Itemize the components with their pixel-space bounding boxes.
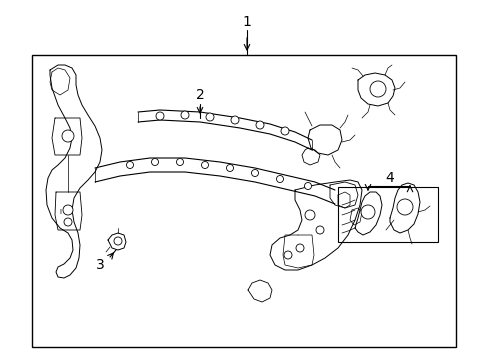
- Text: I: I: [59, 209, 61, 215]
- Text: 4: 4: [385, 171, 393, 185]
- Circle shape: [64, 218, 72, 226]
- Bar: [32, 55, 455, 347]
- Circle shape: [205, 113, 214, 121]
- Bar: [337, 187, 437, 242]
- Circle shape: [251, 170, 258, 176]
- Circle shape: [151, 158, 158, 166]
- Circle shape: [201, 162, 208, 168]
- Circle shape: [256, 121, 264, 129]
- Text: 1: 1: [242, 15, 251, 29]
- Circle shape: [304, 183, 311, 189]
- Circle shape: [114, 237, 122, 245]
- Circle shape: [276, 176, 283, 183]
- Circle shape: [315, 226, 324, 234]
- Circle shape: [63, 205, 73, 215]
- Circle shape: [295, 244, 304, 252]
- Circle shape: [230, 116, 239, 124]
- Circle shape: [126, 162, 133, 168]
- Circle shape: [360, 205, 374, 219]
- Circle shape: [281, 127, 288, 135]
- Circle shape: [176, 158, 183, 166]
- Circle shape: [284, 251, 291, 259]
- Circle shape: [369, 81, 385, 97]
- Circle shape: [181, 111, 189, 119]
- Text: 2: 2: [195, 88, 204, 102]
- Circle shape: [62, 130, 74, 142]
- Circle shape: [305, 210, 314, 220]
- Text: 3: 3: [96, 258, 104, 272]
- Circle shape: [396, 199, 412, 215]
- Circle shape: [226, 165, 233, 171]
- Circle shape: [156, 112, 163, 120]
